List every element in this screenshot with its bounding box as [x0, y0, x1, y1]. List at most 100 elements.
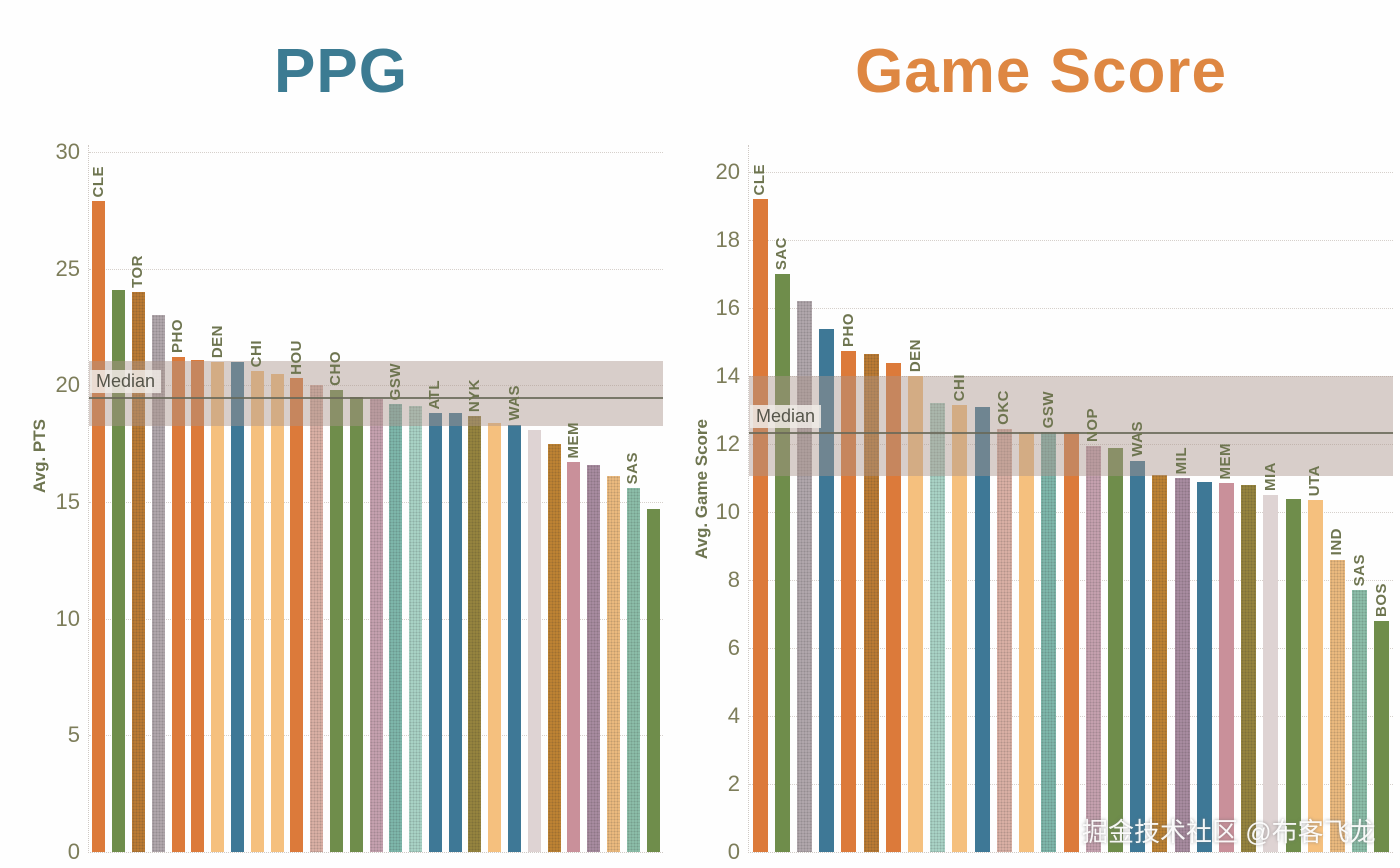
bar-label-sas: SAS [624, 451, 642, 484]
bar[interactable] [797, 301, 813, 852]
bar-label-cle: CLE [751, 163, 769, 196]
bar[interactable] [1196, 481, 1212, 852]
bar[interactable] [1285, 498, 1301, 852]
bar-label-nyk: NYK [465, 378, 483, 412]
y-tick-label: 0 [727, 839, 740, 864]
bar-chi[interactable] [952, 405, 968, 852]
bar-label-den: DEN [208, 324, 226, 358]
bar-label-mem: MEM [564, 421, 582, 459]
bar[interactable] [112, 289, 126, 852]
bar[interactable] [1241, 484, 1257, 852]
bar-label-gsw: GSW [386, 362, 404, 400]
y-tick-label: 2 [727, 771, 740, 797]
median-label: Median [750, 405, 822, 429]
y-tick-label: 12 [715, 431, 740, 457]
bar-label-bos: BOS [1372, 582, 1390, 617]
bar-gsw[interactable] [1041, 432, 1057, 852]
bar-gsw[interactable] [389, 404, 403, 852]
gridline [749, 240, 1393, 242]
gridline [749, 172, 1393, 174]
bar[interactable] [448, 413, 462, 852]
bar-nop[interactable] [1085, 445, 1101, 852]
bar-hou[interactable] [290, 378, 304, 852]
gridline [749, 376, 1393, 378]
bar-label-was: WAS [505, 385, 523, 421]
median-band [89, 360, 663, 427]
median-line[interactable] [749, 432, 1393, 435]
bar-den[interactable] [211, 362, 225, 852]
bar[interactable] [1152, 474, 1168, 852]
bar[interactable] [310, 385, 324, 852]
bar-label-ind: IND [1328, 528, 1346, 556]
bar[interactable] [1063, 432, 1079, 852]
y-tick-label: 0 [67, 839, 80, 864]
bar[interactable] [547, 443, 561, 852]
bar-label-gsw: GSW [1039, 390, 1057, 429]
bar-label-cle: CLE [89, 165, 107, 198]
bar-okc[interactable] [996, 428, 1012, 852]
bar-nyk[interactable] [468, 415, 482, 852]
bar[interactable] [1107, 447, 1123, 852]
bar-sas[interactable] [626, 488, 640, 852]
median-label: Median [90, 370, 162, 393]
bar-label-chi: CHI [950, 373, 968, 402]
y-tick-label: 18 [715, 227, 740, 253]
bar[interactable] [587, 464, 601, 852]
ppg-plot-area: CLE TOR PHO DEN CHI HOU CHO GSW ATL NYK WAS MEM SAS M… [88, 145, 663, 853]
bar-label-mem: MEM [1217, 442, 1235, 480]
bar[interactable] [646, 509, 660, 852]
bar-mem[interactable] [1218, 483, 1234, 852]
bar-ind[interactable] [1329, 559, 1345, 852]
bar-label-sac: SAC [773, 237, 791, 271]
game-score-chart-title: Game Score [855, 37, 1227, 106]
median-line[interactable] [89, 397, 663, 399]
bar[interactable] [270, 373, 284, 852]
bar-mem[interactable] [567, 462, 581, 852]
y-tick-label: 20 [715, 159, 740, 185]
bar-was[interactable] [508, 425, 522, 852]
bar-label-mia: MIA [1261, 462, 1279, 492]
bar-cle[interactable] [92, 201, 106, 852]
bar[interactable] [607, 476, 621, 852]
bar-pho[interactable] [171, 357, 185, 852]
bar-uta[interactable] [1307, 500, 1323, 852]
bar[interactable] [819, 328, 835, 852]
bar[interactable] [885, 362, 901, 852]
bar-sas[interactable] [1352, 590, 1368, 852]
bar-label-pho: PHO [839, 312, 857, 347]
bar-bos[interactable] [1374, 620, 1390, 852]
bar[interactable] [863, 354, 879, 852]
bar-sac[interactable] [774, 274, 790, 852]
y-tick-label: 30 [55, 139, 80, 164]
bar-atl[interactable] [428, 413, 442, 852]
bar[interactable] [488, 422, 502, 852]
y-tick-label: 8 [727, 567, 740, 593]
bar[interactable] [1019, 432, 1035, 852]
bar-tor[interactable] [131, 292, 145, 852]
bar-pho[interactable] [841, 350, 857, 852]
bar[interactable] [151, 315, 165, 852]
bar[interactable] [930, 403, 946, 852]
y-tick-label: 14 [715, 363, 740, 389]
bar-den[interactable] [908, 376, 924, 852]
bar[interactable] [369, 399, 383, 852]
gridline [89, 152, 663, 153]
bar[interactable] [527, 429, 541, 852]
bar[interactable] [349, 397, 363, 852]
bar[interactable] [230, 362, 244, 852]
y-tick-label: 10 [715, 499, 740, 525]
bar-was[interactable] [1130, 461, 1146, 852]
bar-cho[interactable] [329, 390, 343, 852]
bar-mil[interactable] [1174, 478, 1190, 852]
bar-mia[interactable] [1263, 495, 1279, 852]
bar-chi[interactable] [250, 371, 264, 852]
bar-cle[interactable] [752, 199, 768, 852]
ppg-chart: PPG Avg. PTS CLE TOR PHO DEN CHI HOU CHO GSW ATL… [20, 30, 663, 868]
bar[interactable] [191, 359, 205, 852]
gridline [89, 385, 663, 387]
y-tick-label: 5 [67, 722, 80, 748]
y-tick-label: 20 [55, 372, 80, 398]
bar[interactable] [974, 406, 990, 852]
bar[interactable] [409, 406, 423, 852]
